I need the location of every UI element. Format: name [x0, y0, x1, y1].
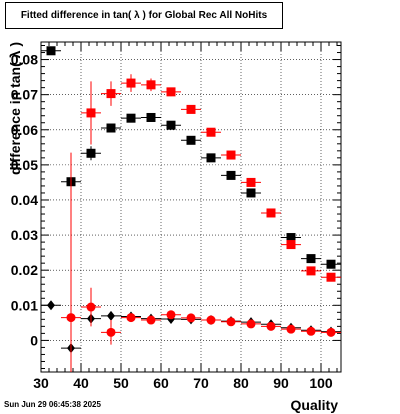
y-tick-label: 0 — [30, 332, 38, 348]
data-point — [47, 300, 55, 311]
data-point — [106, 89, 116, 99]
data-point — [286, 240, 296, 250]
x-tick-label: 70 — [193, 375, 209, 391]
data-point — [226, 170, 236, 180]
x-tick-label: 40 — [73, 375, 89, 391]
data-point — [126, 78, 136, 88]
data-point — [226, 150, 236, 160]
data-point — [46, 46, 56, 56]
data-point — [246, 177, 256, 187]
x-axis-label: Quality — [291, 397, 339, 413]
y-tick-label: 0.01 — [11, 297, 38, 313]
x-tick-label: 30 — [33, 375, 49, 391]
y-tick-label: 0.05 — [11, 157, 38, 173]
x-tick-label: 100 — [309, 375, 333, 391]
data-point — [146, 80, 156, 90]
data-point — [326, 327, 336, 337]
data-point — [306, 266, 316, 276]
y-tick-label: 0.04 — [11, 192, 38, 208]
x-tick-label: 80 — [233, 375, 249, 391]
data-point — [166, 310, 176, 320]
data-point — [86, 302, 96, 312]
data-point — [206, 153, 216, 163]
data-point — [286, 233, 296, 243]
data-point — [246, 188, 256, 198]
y-tick-label: 0.08 — [11, 52, 38, 68]
data-point — [166, 120, 176, 130]
y-tick-label: 0.02 — [11, 262, 38, 278]
data-point — [66, 313, 76, 323]
x-tick-label: 50 — [113, 375, 129, 391]
timestamp-label: Sun Jun 29 06:45:38 2025 — [4, 400, 101, 409]
data-point — [86, 148, 96, 158]
data-point — [206, 315, 216, 325]
data-point — [246, 319, 256, 329]
data-point — [326, 259, 336, 269]
data-point — [106, 123, 116, 133]
y-tick-label: 0.03 — [11, 227, 38, 243]
data-point — [266, 208, 276, 218]
y-tick-label: 0.06 — [11, 122, 38, 138]
data-point — [126, 113, 136, 123]
y-tick-label: 0.07 — [11, 87, 38, 103]
data-point — [166, 87, 176, 97]
data-point — [107, 310, 115, 321]
data-point — [226, 317, 236, 327]
data-point — [286, 324, 296, 334]
chart-title-box: Fitted difference in tan( λ ) for Global… — [5, 2, 283, 29]
x-tick-label: 90 — [273, 375, 289, 391]
data-point — [206, 127, 216, 137]
data-point — [306, 326, 316, 336]
data-point — [146, 112, 156, 122]
y-axis-label: difference in tan( λ ) — [7, 42, 23, 175]
data-point — [146, 315, 156, 325]
x-tick-label: 60 — [153, 375, 169, 391]
data-point — [186, 104, 196, 114]
data-point — [186, 135, 196, 145]
data-point — [306, 254, 316, 264]
data-point — [106, 327, 116, 337]
data-point — [86, 108, 96, 118]
data-point — [126, 313, 136, 323]
data-point — [266, 321, 276, 331]
chart-title: Fitted difference in tan( λ ) for Global… — [20, 10, 268, 21]
data-point — [186, 313, 196, 323]
data-point — [326, 272, 336, 282]
